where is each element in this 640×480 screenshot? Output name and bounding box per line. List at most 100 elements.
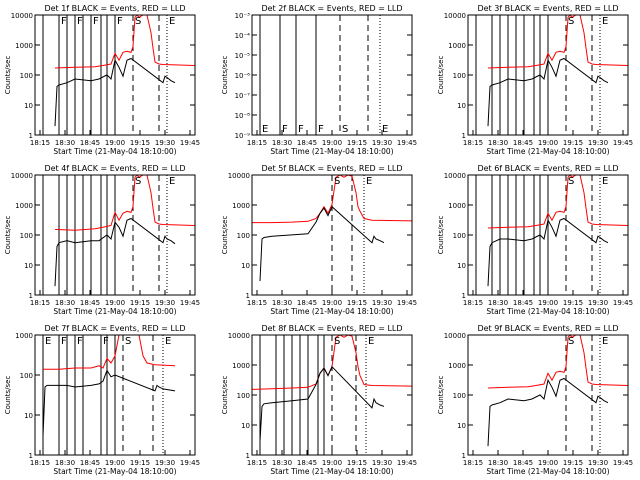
series-line-red: [487, 15, 628, 69]
series-line-red: [487, 175, 628, 229]
y-tick-label: 10⁻³: [235, 12, 251, 20]
chart-title: Det 7f BLACK = Events, RED = LLD: [44, 324, 185, 333]
x-tick-label: 19:15: [563, 299, 583, 307]
y-tick-label: 1: [462, 452, 466, 460]
y-tick-label: 100: [20, 72, 33, 80]
y-tick-label: 1: [462, 132, 466, 140]
y-tick-label: 1: [29, 292, 33, 300]
plot-area: [259, 15, 381, 135]
x-tick-label: 19:30: [155, 459, 175, 467]
y-tick-label: 100: [20, 372, 33, 380]
chart-panel-6: Det 6f BLACK = Events, RED = LLD S E 1 10 100…: [437, 164, 633, 316]
chart-title: Det 1f BLACK = Events, RED = LLD: [44, 4, 185, 13]
marker-label: F: [77, 336, 83, 347]
series-line-black: [487, 57, 609, 127]
y-axis-label: Counts/sec: [221, 56, 229, 95]
y-tick-label: 100: [237, 392, 250, 400]
plot-area: [252, 175, 412, 295]
chart-panel-3: Det 3f BLACK = Events, RED = LLD S E 1 10 100…: [437, 4, 633, 156]
x-tick-label: 19:15: [347, 139, 367, 147]
plot-area: [42, 335, 176, 455]
x-tick-label: 18:15: [247, 299, 267, 307]
x-tick-label: 18:30: [488, 139, 508, 147]
x-tick-label: 19:00: [538, 459, 558, 467]
x-axis-label: Start Time (21-May-04 18:10:00): [270, 147, 393, 156]
x-axis-label: Start Time (21-May-04 18:10:00): [270, 467, 393, 476]
series-line-black: [42, 369, 176, 436]
x-tick-label: 18:45: [297, 299, 317, 307]
marker-label: F: [103, 336, 109, 347]
marker-label: F: [61, 16, 67, 27]
x-tick-label: 19:00: [105, 299, 125, 307]
x-tick-label: 19:45: [397, 459, 417, 467]
x-tick-label: 19:45: [180, 299, 200, 307]
x-tick-label: 19:45: [613, 459, 633, 467]
series-line-red: [487, 335, 628, 389]
chart-title: Det 5f BLACK = Events, RED = LLD: [261, 164, 402, 173]
x-tick-label: 18:30: [272, 139, 292, 147]
y-tick-label: 1: [246, 292, 250, 300]
x-tick-label: 19:30: [155, 139, 175, 147]
marker-label: E: [165, 336, 171, 347]
marker-label: S: [334, 336, 340, 347]
x-tick-label: 18:15: [463, 299, 483, 307]
marker-label: E: [262, 124, 268, 135]
y-axis-label: Counts/sec: [221, 216, 229, 255]
y-tick-label: 1000: [232, 362, 250, 370]
y-tick-label: 1000: [15, 42, 33, 50]
marker-label: S: [568, 176, 574, 187]
x-tick-label: 18:15: [30, 459, 50, 467]
y-axis-label: Counts/sec: [4, 56, 12, 95]
series-line-black: [54, 217, 176, 287]
x-tick-label: 19:30: [588, 459, 608, 467]
series-line-red: [252, 335, 412, 390]
y-tick-label: 1: [29, 452, 33, 460]
marker-label: E: [602, 336, 608, 347]
x-tick-label: 19:00: [322, 459, 342, 467]
chart-panel-4: Det 4f BLACK = Events, RED = LLD S E 1 10 100…: [4, 164, 200, 316]
y-tick-label: 10⁻⁶: [235, 72, 251, 80]
plot-area: [475, 175, 628, 295]
y-tick-label: 10⁻⁴: [235, 32, 251, 40]
marker-label: F: [93, 16, 99, 27]
x-tick-label: 18:45: [297, 139, 317, 147]
x-tick-label: 19:00: [322, 299, 342, 307]
y-tick-label: 10⁻⁸: [235, 112, 251, 120]
x-axis-label: Start Time (21-May-04 18:10:00): [53, 307, 176, 316]
x-tick-label: 18:45: [513, 139, 533, 147]
x-tick-label: 19:00: [105, 459, 125, 467]
x-axis-label: Start Time (21-May-04 18:10:00): [486, 467, 609, 476]
plot-area: [42, 175, 195, 295]
marker-label: E: [368, 336, 374, 347]
chart-panel-5: Det 5f BLACK = Events, RED = LLD S E 1 10 100…: [221, 164, 417, 316]
series-line-red: [43, 335, 176, 370]
y-tick-label: 10: [457, 262, 466, 270]
x-tick-label: 18:15: [247, 459, 267, 467]
chart-title: Det 9f BLACK = Events, RED = LLD: [477, 324, 618, 333]
y-tick-label: 1: [246, 452, 250, 460]
marker-label: E: [382, 124, 388, 135]
series-line-red: [54, 15, 195, 69]
series-line-black: [487, 377, 609, 447]
x-axis-label: Start Time (21-May-04 18:10:00): [270, 307, 393, 316]
x-tick-label: 19:45: [613, 139, 633, 147]
y-tick-label: 100: [453, 72, 466, 80]
x-axis-label: Start Time (21-May-04 18:10:00): [53, 147, 176, 156]
marker-label: S: [568, 336, 574, 347]
marker-label: E: [45, 336, 51, 347]
x-tick-label: 19:15: [130, 139, 150, 147]
x-tick-label: 18:15: [463, 459, 483, 467]
y-axis-label: Counts/sec: [437, 216, 445, 255]
marker-label: F: [318, 124, 324, 135]
x-tick-label: 18:45: [297, 459, 317, 467]
x-tick-label: 18:30: [55, 139, 75, 147]
y-tick-label: 1000: [448, 42, 466, 50]
marker-label: S: [342, 124, 348, 135]
x-tick-label: 19:00: [538, 299, 558, 307]
x-tick-label: 18:15: [30, 299, 50, 307]
y-tick-label: 10: [24, 262, 33, 270]
plot-area: [475, 15, 628, 135]
marker-label: F: [117, 16, 123, 27]
